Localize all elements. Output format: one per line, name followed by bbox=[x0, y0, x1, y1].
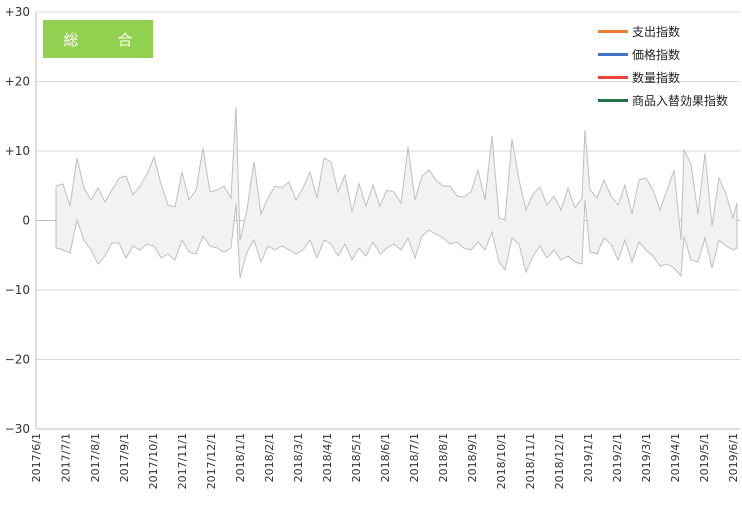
x-tick-label: 2018/8/1 bbox=[437, 433, 450, 482]
x-tick-label: 2018/9/1 bbox=[466, 433, 479, 482]
x-tick-label: 2018/2/1 bbox=[263, 433, 276, 482]
x-tick-label: 2019/2/1 bbox=[611, 433, 624, 482]
x-tick-label: 2018/1/1 bbox=[234, 433, 247, 482]
legend: 支出指数 価格指数 数量指数 商品入替効果指数 bbox=[598, 20, 738, 112]
legend-label: 価格指数 bbox=[632, 48, 681, 62]
legend-label: 数量指数 bbox=[632, 71, 681, 85]
legend-swatch bbox=[598, 53, 628, 56]
x-tick-label: 2018/3/1 bbox=[292, 433, 305, 482]
x-tick-label: 2017/12/1 bbox=[205, 433, 218, 489]
legend-swatch bbox=[598, 30, 628, 33]
y-tick-label: +30 bbox=[5, 5, 30, 19]
y-tick-label: +20 bbox=[5, 75, 30, 89]
x-tick-label: 2019/1/1 bbox=[582, 433, 595, 482]
y-tick-label: −10 bbox=[5, 283, 30, 297]
title-badge: 総 合 bbox=[43, 20, 153, 58]
x-tick-label: 2017/8/1 bbox=[89, 433, 102, 482]
x-tick-label: 2018/12/1 bbox=[553, 433, 566, 489]
x-tick-label: 2017/10/1 bbox=[147, 433, 160, 489]
legend-swatch bbox=[598, 99, 628, 102]
chart-graphic bbox=[55, 106, 738, 279]
y-tick-label: +10 bbox=[5, 144, 30, 158]
x-tick-label: 2017/6/1 bbox=[30, 433, 43, 482]
legend-item: 商品入替効果指数 bbox=[598, 89, 738, 112]
x-tick-label: 2017/9/1 bbox=[118, 433, 131, 482]
x-tick-labels: 2017/6/1 2017/7/1 2017/8/1 2017/9/1 2017… bbox=[30, 433, 740, 489]
x-tick-label: 2017/11/1 bbox=[176, 433, 189, 489]
legend-swatch bbox=[598, 76, 628, 79]
legend-item: 支出指数 bbox=[598, 20, 738, 43]
x-tick-label: 2018/5/1 bbox=[350, 433, 363, 482]
y-tick-label: −30 bbox=[5, 422, 30, 436]
y-tick-label: −20 bbox=[5, 353, 30, 367]
legend-item: 数量指数 bbox=[598, 66, 738, 89]
x-tick-label: 2017/7/1 bbox=[60, 433, 73, 482]
x-tick-label: 2018/6/1 bbox=[379, 433, 392, 482]
x-tick-label: 2018/7/1 bbox=[408, 433, 421, 482]
legend-label: 商品入替効果指数 bbox=[632, 94, 729, 108]
y-tick-label: 0 bbox=[22, 214, 30, 228]
series-outline bbox=[55, 106, 738, 279]
x-tick-label: 2019/5/1 bbox=[698, 433, 711, 482]
legend-label: 支出指数 bbox=[632, 25, 681, 39]
y-tick-labels: +30 +20 +10 0 −10 −20 −30 bbox=[5, 5, 30, 436]
x-tick-label: 2018/11/1 bbox=[524, 433, 537, 489]
x-tick-label: 2019/4/1 bbox=[669, 433, 682, 482]
x-tick-label: 2018/4/1 bbox=[321, 433, 334, 482]
legend-item: 価格指数 bbox=[598, 43, 738, 66]
x-tick-label: 2018/10/1 bbox=[495, 433, 508, 489]
x-tick-label: 2019/3/1 bbox=[640, 433, 653, 482]
x-tick-label: 2019/6/1 bbox=[727, 433, 740, 482]
